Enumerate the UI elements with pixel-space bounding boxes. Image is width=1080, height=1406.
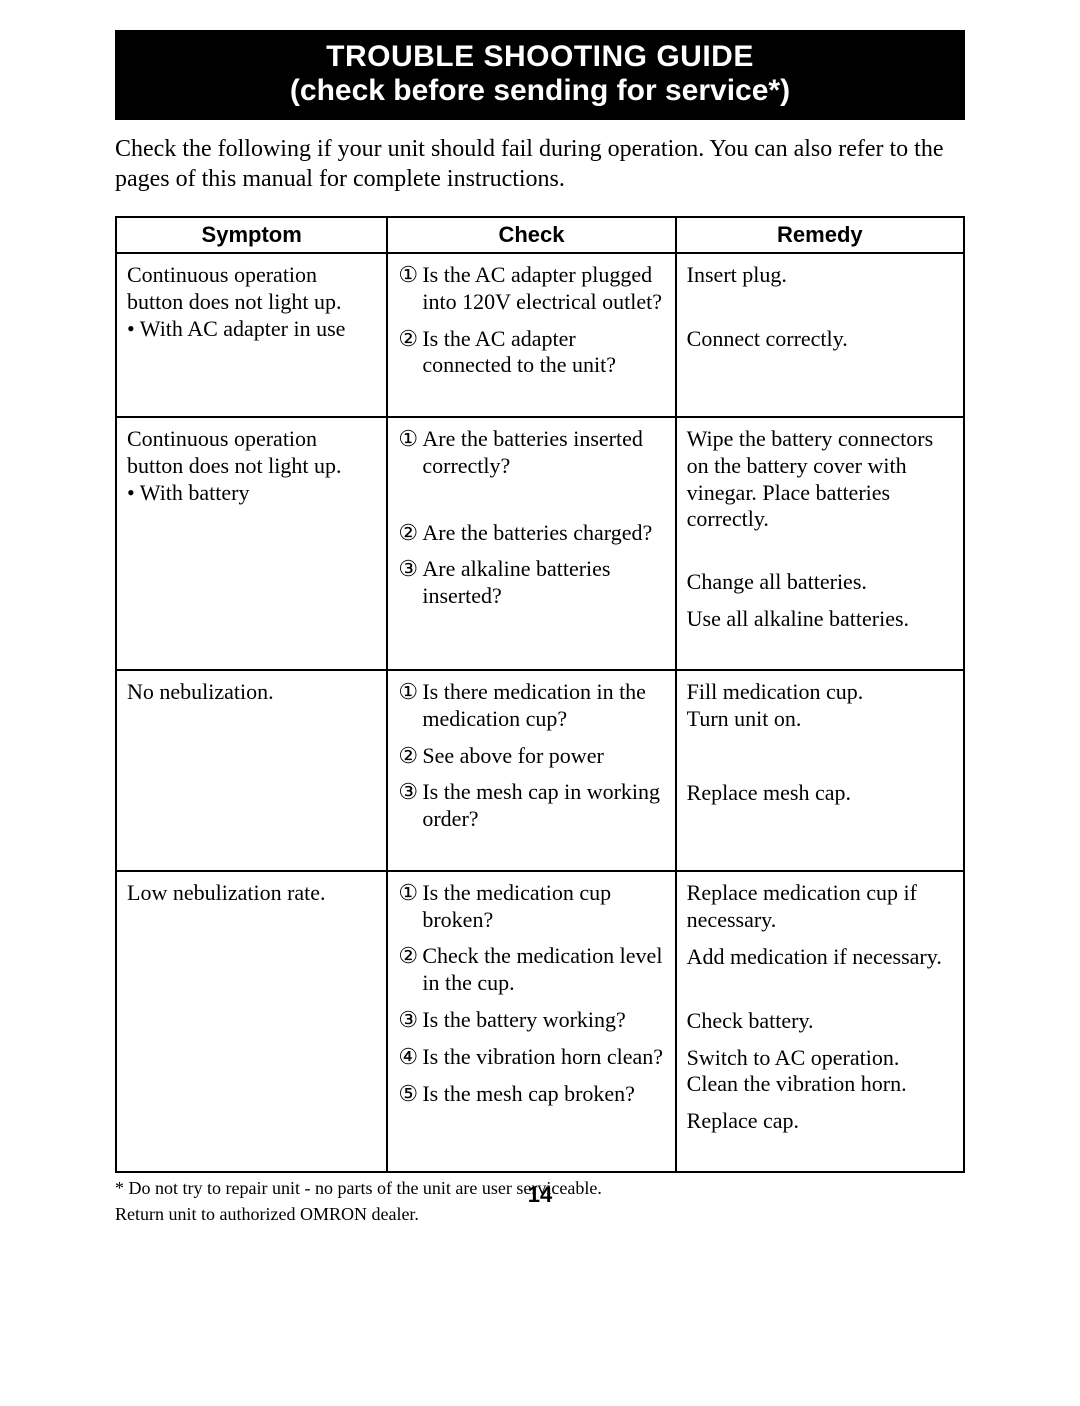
title-banner: TROUBLE SHOOTING GUIDE (check before sen… bbox=[115, 30, 965, 120]
circled-number-icon: ② bbox=[398, 326, 422, 380]
remedy-text: Replace cap. bbox=[687, 1108, 953, 1135]
table-row: Continuous operation button does not lig… bbox=[116, 253, 964, 417]
remedy-text: Wipe the battery connectors on the batte… bbox=[687, 426, 953, 533]
check-item: ①Is the AC adapter plugged into 120V ele… bbox=[398, 262, 664, 316]
check-text: See above for power bbox=[422, 743, 664, 770]
col-header-symptom: Symptom bbox=[116, 217, 387, 253]
check-text: Is the battery working? bbox=[422, 1007, 664, 1034]
check-text: Are the batteries charged? bbox=[422, 520, 664, 547]
check-text: Check the medication level in the cup. bbox=[422, 943, 664, 997]
check-item: ③Is the mesh cap in working order? bbox=[398, 779, 664, 833]
page-number: 14 bbox=[528, 1181, 552, 1210]
check-cell: ①Is the medication cup broken?②Check the… bbox=[387, 871, 675, 1172]
circled-number-icon: ⑤ bbox=[398, 1081, 422, 1108]
check-item: ①Are the batteries inserted correctly? bbox=[398, 426, 664, 480]
circled-number-icon: ③ bbox=[398, 556, 422, 610]
remedy-cell: Replace medication cup if necessary. Add … bbox=[676, 871, 964, 1172]
symptom-cell: Continuous operation button does not lig… bbox=[116, 417, 387, 670]
table-row: Continuous operation button does not lig… bbox=[116, 417, 964, 670]
troubleshooting-table: Symptom Check Remedy Continuous operatio… bbox=[115, 216, 965, 1173]
check-text: Is there medication in the medication cu… bbox=[422, 679, 664, 733]
check-text: Is the AC adapter plugged into 120V elec… bbox=[422, 262, 664, 316]
table-header-row: Symptom Check Remedy bbox=[116, 217, 964, 253]
check-item: ①Is there medication in the medication c… bbox=[398, 679, 664, 733]
table-row: Low nebulization rate.①Is the medication… bbox=[116, 871, 964, 1172]
circled-number-icon: ③ bbox=[398, 1007, 422, 1034]
col-header-check: Check bbox=[387, 217, 675, 253]
check-item: ⑤Is the mesh cap broken? bbox=[398, 1081, 664, 1108]
symptom-cell: Continuous operation button does not lig… bbox=[116, 253, 387, 417]
remedy-text: Add medication if necessary. bbox=[687, 944, 953, 998]
check-text: Is the AC adapter connected to the unit? bbox=[422, 326, 664, 380]
check-cell: ①Is the AC adapter plugged into 120V ele… bbox=[387, 253, 675, 417]
remedy-text: Replace mesh cap. bbox=[687, 780, 953, 834]
remedy-cell: Fill medication cup. Turn unit on. Repla… bbox=[676, 670, 964, 871]
remedy-text: Use all alkaline batteries. bbox=[687, 606, 953, 633]
check-item: ②See above for power bbox=[398, 743, 664, 770]
check-item: ②Are the batteries charged? bbox=[398, 520, 664, 547]
check-text: Are the batteries inserted correctly? bbox=[422, 426, 664, 480]
symptom-cell: Low nebulization rate. bbox=[116, 871, 387, 1172]
check-item: ③Are alkaline batteries inserted? bbox=[398, 556, 664, 610]
check-text: Is the mesh cap broken? bbox=[422, 1081, 664, 1108]
check-item: ②Is the AC adapter connected to the unit… bbox=[398, 326, 664, 380]
banner-title-line2: (check before sending for service*) bbox=[115, 74, 965, 108]
circled-number-icon: ④ bbox=[398, 1044, 422, 1071]
table-row: No nebulization.①Is there medication in … bbox=[116, 670, 964, 871]
circled-number-icon: ① bbox=[398, 262, 422, 316]
col-header-remedy: Remedy bbox=[676, 217, 964, 253]
remedy-cell: Wipe the battery connectors on the batte… bbox=[676, 417, 964, 670]
remedy-text: Switch to AC operation. Clean the vibrat… bbox=[687, 1045, 953, 1099]
manual-page: TROUBLE SHOOTING GUIDE (check before sen… bbox=[0, 30, 1080, 1226]
remedy-text: Insert plug. bbox=[687, 262, 953, 316]
check-text: Is the medication cup broken? bbox=[422, 880, 664, 934]
remedy-text: Connect correctly. bbox=[687, 326, 953, 380]
check-cell: ①Is there medication in the medication c… bbox=[387, 670, 675, 871]
circled-number-icon: ② bbox=[398, 743, 422, 770]
circled-number-icon: ① bbox=[398, 880, 422, 934]
circled-number-icon: ③ bbox=[398, 779, 422, 833]
check-item: ④Is the vibration horn clean? bbox=[398, 1044, 664, 1071]
symptom-cell: No nebulization. bbox=[116, 670, 387, 871]
circled-number-icon: ① bbox=[398, 426, 422, 480]
remedy-text: Fill medication cup. Turn unit on. bbox=[687, 679, 953, 733]
check-text: Are alkaline batteries inserted? bbox=[422, 556, 664, 610]
remedy-text: Replace medication cup if necessary. bbox=[687, 880, 953, 934]
table-body: Continuous operation button does not lig… bbox=[116, 253, 964, 1172]
check-cell: ①Are the batteries inserted correctly?②A… bbox=[387, 417, 675, 670]
footnote-line2: Return unit to authorized OMRON dealer. bbox=[115, 1204, 419, 1224]
check-item: ②Check the medication level in the cup. bbox=[398, 943, 664, 997]
footnote: * Do not try to repair unit - no parts o… bbox=[115, 1177, 965, 1226]
check-text: Is the vibration horn clean? bbox=[422, 1044, 664, 1071]
remedy-text: Check battery. bbox=[687, 1008, 953, 1035]
circled-number-icon: ① bbox=[398, 679, 422, 733]
circled-number-icon: ② bbox=[398, 943, 422, 997]
check-item: ①Is the medication cup broken? bbox=[398, 880, 664, 934]
remedy-text: Change all batteries. bbox=[687, 569, 953, 596]
check-text: Is the mesh cap in working order? bbox=[422, 779, 664, 833]
check-item: ③Is the battery working? bbox=[398, 1007, 664, 1034]
remedy-text bbox=[687, 743, 953, 770]
remedy-cell: Insert plug. Connect correctly. bbox=[676, 253, 964, 417]
banner-title-line1: TROUBLE SHOOTING GUIDE bbox=[115, 40, 965, 74]
circled-number-icon: ② bbox=[398, 520, 422, 547]
intro-paragraph: Check the following if your unit should … bbox=[115, 134, 965, 194]
